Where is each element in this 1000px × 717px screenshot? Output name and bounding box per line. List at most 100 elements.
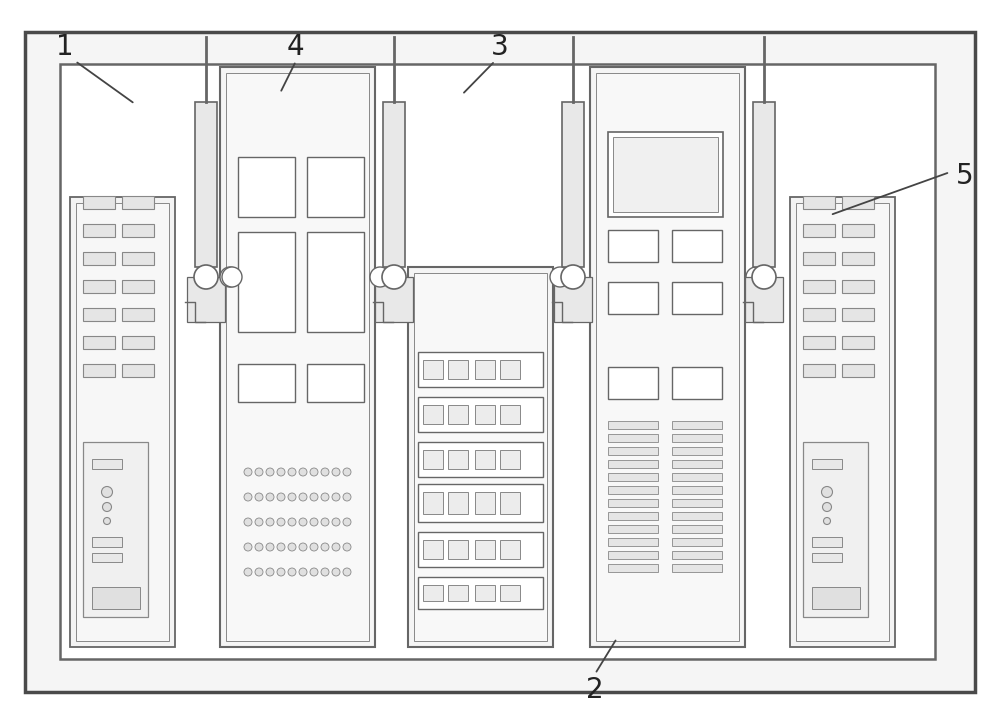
Circle shape bbox=[255, 493, 263, 501]
Bar bbox=[92, 537, 122, 547]
Bar bbox=[790, 197, 895, 647]
Bar bbox=[672, 447, 722, 455]
Bar bbox=[608, 538, 658, 546]
Circle shape bbox=[255, 468, 263, 476]
Bar bbox=[423, 405, 443, 424]
Circle shape bbox=[343, 468, 351, 476]
Bar bbox=[672, 367, 722, 399]
Bar bbox=[672, 486, 722, 494]
Bar bbox=[187, 277, 225, 322]
Bar bbox=[672, 525, 722, 533]
Bar bbox=[92, 459, 122, 469]
Circle shape bbox=[332, 543, 340, 551]
Bar bbox=[672, 230, 722, 262]
Bar bbox=[475, 405, 495, 424]
Bar bbox=[76, 203, 169, 641]
Bar bbox=[672, 473, 722, 481]
Bar bbox=[672, 499, 722, 507]
Bar bbox=[803, 336, 835, 349]
Circle shape bbox=[382, 265, 406, 289]
Bar bbox=[500, 450, 520, 469]
Bar bbox=[672, 538, 722, 546]
Bar bbox=[753, 102, 775, 267]
Circle shape bbox=[310, 568, 318, 576]
Bar bbox=[475, 492, 495, 514]
Bar bbox=[418, 397, 543, 432]
Circle shape bbox=[244, 468, 252, 476]
Bar bbox=[672, 421, 722, 429]
Circle shape bbox=[288, 568, 296, 576]
Bar bbox=[608, 512, 658, 520]
Circle shape bbox=[288, 518, 296, 526]
Circle shape bbox=[277, 518, 285, 526]
Text: 3: 3 bbox=[491, 32, 509, 61]
Text: 4: 4 bbox=[286, 32, 304, 61]
Bar bbox=[672, 282, 722, 314]
Bar bbox=[423, 492, 443, 514]
Bar bbox=[812, 459, 842, 469]
Bar bbox=[70, 197, 175, 647]
Bar bbox=[83, 196, 115, 209]
Bar bbox=[375, 277, 413, 322]
Text: 1: 1 bbox=[56, 32, 74, 61]
Circle shape bbox=[321, 543, 329, 551]
Bar bbox=[608, 132, 723, 217]
Bar bbox=[672, 564, 722, 572]
Circle shape bbox=[244, 493, 252, 501]
Bar bbox=[842, 364, 874, 377]
Bar bbox=[122, 308, 154, 321]
Bar bbox=[500, 492, 520, 514]
Circle shape bbox=[103, 503, 112, 511]
Bar bbox=[608, 564, 658, 572]
Circle shape bbox=[310, 493, 318, 501]
Bar bbox=[590, 67, 745, 647]
Circle shape bbox=[244, 568, 252, 576]
Bar bbox=[608, 421, 658, 429]
Circle shape bbox=[561, 265, 585, 289]
Circle shape bbox=[288, 543, 296, 551]
Circle shape bbox=[104, 518, 110, 525]
Circle shape bbox=[266, 543, 274, 551]
Bar bbox=[418, 442, 543, 477]
Bar bbox=[672, 551, 722, 559]
Circle shape bbox=[266, 518, 274, 526]
Bar bbox=[803, 280, 835, 293]
Bar bbox=[408, 267, 553, 647]
Circle shape bbox=[299, 518, 307, 526]
Circle shape bbox=[266, 468, 274, 476]
Circle shape bbox=[277, 493, 285, 501]
Bar bbox=[122, 280, 154, 293]
Bar bbox=[414, 273, 547, 641]
Circle shape bbox=[343, 568, 351, 576]
Bar bbox=[448, 492, 468, 514]
Circle shape bbox=[266, 568, 274, 576]
Bar bbox=[383, 102, 405, 267]
Bar bbox=[423, 540, 443, 559]
Bar bbox=[475, 540, 495, 559]
Bar bbox=[608, 447, 658, 455]
Circle shape bbox=[299, 493, 307, 501]
Bar bbox=[500, 405, 520, 424]
Bar bbox=[423, 585, 443, 601]
Bar bbox=[83, 442, 148, 617]
Bar bbox=[92, 553, 122, 562]
Circle shape bbox=[288, 493, 296, 501]
Bar bbox=[122, 252, 154, 265]
Circle shape bbox=[255, 568, 263, 576]
Bar bbox=[423, 450, 443, 469]
Circle shape bbox=[255, 543, 263, 551]
Circle shape bbox=[824, 518, 830, 525]
Circle shape bbox=[822, 503, 832, 511]
Bar bbox=[842, 280, 874, 293]
Bar bbox=[500, 585, 520, 601]
Bar bbox=[238, 364, 295, 402]
Bar bbox=[418, 352, 543, 387]
Bar bbox=[608, 460, 658, 468]
Circle shape bbox=[299, 543, 307, 551]
Circle shape bbox=[244, 543, 252, 551]
Bar bbox=[226, 73, 369, 641]
Bar bbox=[842, 196, 874, 209]
Bar bbox=[803, 364, 835, 377]
Bar bbox=[842, 224, 874, 237]
Circle shape bbox=[321, 568, 329, 576]
